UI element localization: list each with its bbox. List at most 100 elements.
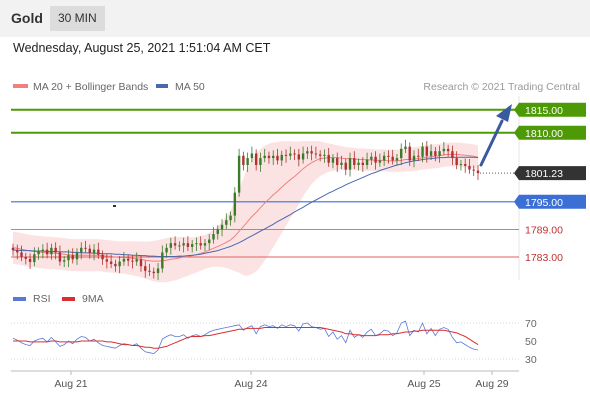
candle (139, 255, 143, 272)
candle (267, 151, 271, 164)
candle (190, 239, 194, 253)
stray-marker (113, 205, 116, 207)
level-label-1815.00: 1815.00 (525, 105, 563, 117)
candle (254, 149, 258, 171)
candle (382, 151, 386, 166)
credit-text: Research © 2021 Trading Central (423, 81, 580, 93)
candle (263, 148, 266, 163)
candle (11, 243, 15, 256)
candle (310, 145, 313, 161)
candle (246, 152, 249, 172)
candle (161, 245, 164, 273)
candle (45, 242, 49, 259)
candle (250, 146, 254, 163)
candle (472, 165, 475, 177)
candle (429, 144, 433, 160)
candle (71, 248, 74, 264)
candle (417, 148, 420, 161)
rsi-tick-30: 30 (525, 354, 537, 366)
candle (459, 159, 463, 171)
x-tick-label: Aug 29 (475, 378, 508, 390)
candle (109, 254, 113, 269)
candle (114, 259, 117, 272)
candle (212, 227, 215, 244)
candle (340, 155, 343, 170)
ma20-legend-label: MA 20 + Bollinger Bands (33, 81, 148, 93)
candle (344, 158, 347, 176)
candle (75, 248, 79, 265)
candle (37, 247, 40, 260)
candle (20, 245, 23, 262)
level-tag-1815.00: 1815.00 (514, 102, 586, 117)
candle (178, 241, 181, 252)
candle (272, 150, 275, 165)
candle (144, 260, 147, 278)
rsi-ma-legend-swatch (62, 297, 75, 301)
candle (391, 149, 394, 165)
x-tick-label: Aug 25 (407, 378, 440, 390)
candle (156, 262, 160, 280)
candle (84, 240, 87, 253)
candle (24, 252, 27, 265)
candle (135, 252, 138, 266)
rsi-ma-legend-label: 9MA (82, 293, 104, 305)
candle (259, 152, 262, 172)
candle (336, 152, 339, 172)
candle (306, 147, 309, 160)
candle (220, 219, 224, 237)
level-label-1789.00: 1789.00 (525, 224, 563, 236)
candle (446, 144, 450, 157)
x-tick-label: Aug 24 (234, 378, 267, 390)
candle (314, 146, 318, 159)
symbol-title: Gold (11, 10, 43, 26)
ma50-legend-label: MA 50 (175, 81, 205, 93)
candle (208, 234, 211, 251)
candle (400, 143, 403, 165)
candle (395, 153, 399, 166)
candle (80, 242, 83, 260)
candle (455, 151, 458, 170)
candle (438, 145, 441, 163)
rsi-legend-label: RSI (33, 293, 51, 305)
candle (33, 247, 36, 267)
candle (16, 244, 19, 260)
candle (173, 236, 177, 250)
rsi-legend-swatch (13, 297, 26, 301)
candle (293, 149, 296, 160)
timeframe-button[interactable]: 30 MIN (50, 6, 105, 31)
candle (353, 151, 356, 170)
candle (297, 148, 301, 167)
candle (118, 256, 121, 274)
candle (357, 158, 360, 171)
rsi-line (12, 320, 479, 355)
candle (28, 253, 32, 269)
candle (122, 251, 126, 266)
candle (186, 236, 190, 252)
projection-arrow (479, 104, 512, 167)
candle (284, 149, 288, 163)
candle (101, 250, 104, 265)
candle (92, 244, 96, 261)
level-tag-1801.23: 1801.23 (514, 166, 586, 181)
candle (62, 256, 66, 268)
level-tag-1795.00: 1795.00 (514, 194, 586, 209)
bollinger-band (13, 141, 478, 283)
candle (195, 237, 198, 252)
candle (126, 254, 130, 267)
candle (451, 145, 454, 165)
candle (425, 141, 429, 163)
candle (216, 225, 219, 240)
candle (476, 165, 480, 181)
candle (182, 237, 185, 253)
candle (131, 255, 134, 269)
candle (404, 139, 407, 154)
candle (318, 150, 322, 162)
candle (88, 244, 91, 259)
candle (152, 267, 155, 279)
candle (165, 243, 168, 258)
level-label-1801.23: 1801.23 (525, 168, 563, 180)
candle (41, 244, 45, 259)
candle (276, 148, 279, 165)
candle (97, 242, 100, 259)
